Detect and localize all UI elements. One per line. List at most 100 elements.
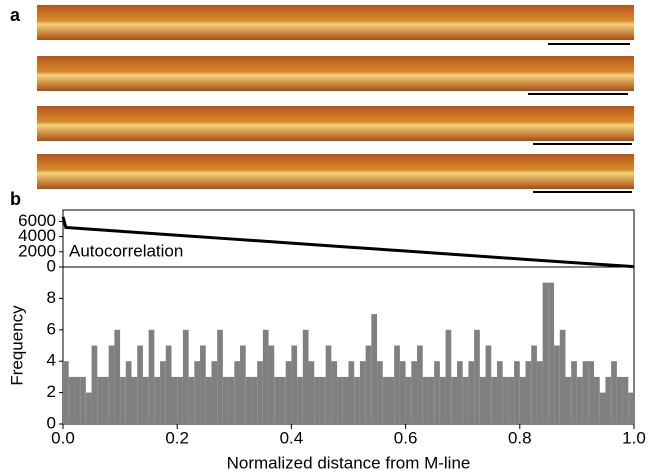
histogram-bar bbox=[240, 345, 246, 424]
histogram-bar bbox=[439, 376, 446, 424]
histogram-bar bbox=[297, 376, 303, 424]
y-tick-label: 6000 bbox=[18, 211, 56, 230]
x-axis-label: Normalized distance from M-line bbox=[227, 453, 471, 472]
histogram-bar bbox=[337, 376, 343, 424]
afm-strip bbox=[37, 106, 634, 141]
histogram-bar bbox=[514, 361, 520, 424]
histogram-bar bbox=[63, 361, 69, 424]
histogram-bar bbox=[422, 376, 429, 424]
histogram-bar bbox=[536, 361, 543, 424]
histogram-bar bbox=[377, 361, 383, 424]
histogram-bar bbox=[171, 376, 178, 424]
histogram-bar bbox=[142, 376, 149, 424]
histogram-bar bbox=[291, 345, 298, 424]
histogram-bar bbox=[125, 361, 132, 424]
afm-strip bbox=[37, 154, 634, 189]
histogram-bar bbox=[331, 361, 338, 424]
histogram-bar bbox=[496, 361, 503, 424]
y-tick-label: 4000 bbox=[18, 226, 56, 245]
x-tick-label: 0.8 bbox=[508, 428, 532, 447]
y-tick-label: 8 bbox=[47, 288, 56, 307]
histogram-bar bbox=[68, 376, 75, 424]
histogram-bar bbox=[285, 361, 292, 424]
histogram-bar bbox=[205, 376, 212, 424]
histogram-bar bbox=[605, 376, 612, 424]
histogram-bar bbox=[108, 345, 115, 424]
histogram-bar bbox=[365, 345, 372, 424]
histogram-bar bbox=[616, 376, 623, 424]
afm-strip bbox=[37, 5, 634, 40]
histogram-bar bbox=[211, 361, 218, 424]
histogram-bar bbox=[154, 376, 161, 424]
histogram-bar bbox=[342, 376, 349, 424]
histogram-bar bbox=[348, 361, 355, 424]
x-tick-label: 0.4 bbox=[280, 428, 304, 447]
histogram-bar bbox=[200, 345, 206, 424]
histogram-bar bbox=[274, 376, 280, 424]
histogram-bar bbox=[628, 392, 634, 424]
histogram-bar bbox=[114, 329, 121, 424]
y-axis-label: Frequency bbox=[7, 305, 26, 386]
histogram-bar bbox=[542, 282, 549, 424]
histogram-bar bbox=[314, 376, 320, 424]
histogram-bar bbox=[474, 329, 480, 424]
histogram-bar bbox=[451, 376, 457, 424]
histogram-bar bbox=[85, 392, 92, 424]
histogram-bar bbox=[594, 376, 600, 424]
histogram-bar bbox=[97, 376, 103, 424]
histogram-bar bbox=[548, 282, 555, 424]
histogram-bar bbox=[399, 361, 406, 424]
histogram-bar bbox=[588, 361, 595, 424]
histogram-bar bbox=[268, 345, 275, 424]
histogram-bar bbox=[120, 376, 126, 424]
histogram-bar bbox=[531, 345, 537, 424]
x-tick-label: 0.6 bbox=[394, 428, 418, 447]
histogram-bar bbox=[228, 376, 235, 424]
panel-label: b bbox=[10, 189, 21, 209]
histogram-bar bbox=[257, 361, 263, 424]
histogram-bar bbox=[359, 361, 366, 424]
histogram-bar bbox=[102, 376, 109, 424]
histogram-bar bbox=[571, 361, 577, 424]
histogram-bar bbox=[411, 361, 418, 424]
panel-label: a bbox=[10, 5, 21, 25]
histogram-bar bbox=[319, 376, 326, 424]
histogram-bar bbox=[217, 329, 223, 424]
histogram-bar bbox=[234, 361, 241, 424]
afm-images bbox=[37, 5, 634, 193]
histogram-bar bbox=[165, 345, 172, 424]
histogram-bar bbox=[611, 361, 617, 424]
histogram-bar bbox=[325, 345, 332, 424]
histogram-bar bbox=[91, 345, 98, 424]
histogram-bar bbox=[485, 345, 492, 424]
histogram-bar bbox=[160, 361, 166, 424]
histogram-bar bbox=[491, 376, 497, 424]
histogram-bar bbox=[428, 376, 435, 424]
histogram-bar bbox=[137, 345, 143, 424]
histogram-bar bbox=[445, 329, 452, 424]
x-tick-label: 1.0 bbox=[622, 428, 646, 447]
histogram-bar bbox=[622, 376, 629, 424]
histogram-bar bbox=[131, 376, 138, 424]
histogram-bar bbox=[417, 345, 423, 424]
histogram-bar bbox=[177, 376, 183, 424]
histogram-bar bbox=[388, 376, 395, 424]
y-tick-label: 2 bbox=[47, 382, 56, 401]
histogram-bar bbox=[405, 376, 412, 424]
x-tick-label: 0.0 bbox=[51, 428, 75, 447]
y-tick-label: 2000 bbox=[18, 241, 56, 260]
histogram-bar bbox=[565, 376, 572, 424]
y-tick-label: 6 bbox=[47, 319, 56, 338]
histogram-bar bbox=[394, 345, 400, 424]
histogram-bar bbox=[371, 314, 378, 424]
histogram-bar bbox=[559, 329, 566, 424]
histogram-bar bbox=[308, 361, 315, 424]
afm-strip bbox=[37, 56, 634, 91]
histogram-bar bbox=[251, 376, 258, 424]
histogram-bar bbox=[262, 329, 269, 424]
histogram-bar bbox=[74, 376, 81, 424]
x-tick-label: 0.2 bbox=[165, 428, 189, 447]
histogram-bar bbox=[462, 376, 469, 424]
histogram-bar bbox=[302, 329, 309, 424]
histogram-bar bbox=[354, 376, 360, 424]
